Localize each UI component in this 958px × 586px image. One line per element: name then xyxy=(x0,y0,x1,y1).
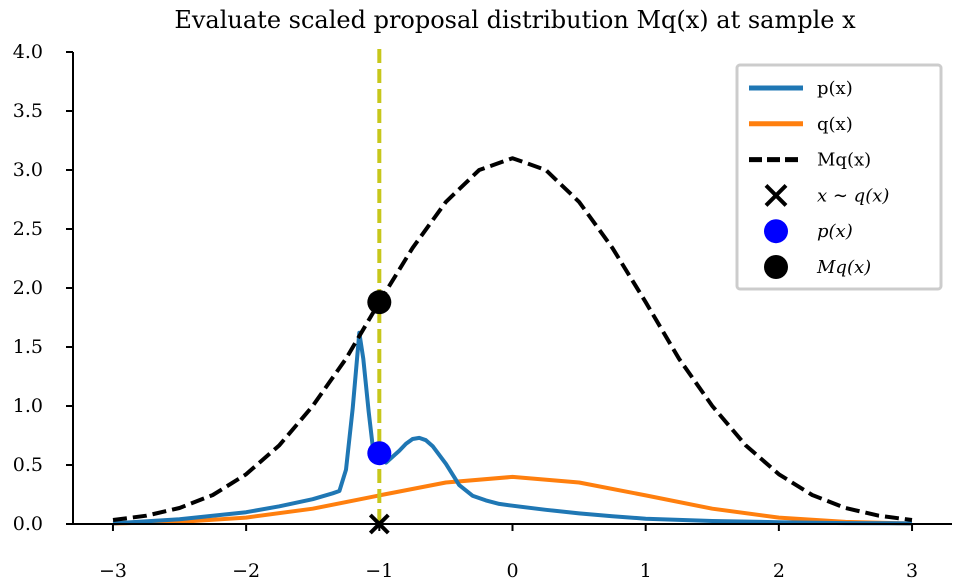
marker-p-of-x xyxy=(367,441,392,466)
legend-item: p(x) xyxy=(749,78,853,99)
legend-item: x ∼ q(x) xyxy=(764,183,889,207)
y-tick-label: 1.0 xyxy=(13,395,43,417)
legend: p(x) q(x) Mq(x) x ∼ q(x) p(x) Mq(x) xyxy=(735,63,943,291)
legend-item: Mq(x) xyxy=(764,255,871,279)
x-tick-label: 1 xyxy=(640,560,652,582)
series-line-q-x xyxy=(112,474,913,526)
x-tick-label: 3 xyxy=(906,560,918,582)
chart-title: Evaluate scaled proposal distribution Mq… xyxy=(174,6,856,34)
legend-box xyxy=(735,63,943,291)
y-tick-label: 4.0 xyxy=(13,41,43,63)
legend-swatch-circle xyxy=(764,255,788,279)
legend-label: p(x) xyxy=(817,221,853,242)
legend-item: Mq(x) xyxy=(749,150,871,171)
series-line-p-x xyxy=(112,330,913,526)
y-tick-label: 3.5 xyxy=(13,100,43,122)
x-tick-label: −3 xyxy=(99,560,127,582)
legend-label: Mq(x) xyxy=(816,257,871,278)
legend-item: p(x) xyxy=(764,219,853,244)
legend-item: q(x) xyxy=(749,114,853,135)
legend-swatch-circle xyxy=(764,219,788,244)
x-tick-label: −1 xyxy=(365,560,393,582)
y-tick-label: 2.0 xyxy=(13,277,43,299)
legend-label: p(x) xyxy=(817,78,853,99)
legend-swatch-x xyxy=(764,183,788,207)
x-tick-label: 2 xyxy=(773,560,785,582)
legend-label: q(x) xyxy=(817,114,853,135)
y-tick-label: 3.0 xyxy=(13,159,43,181)
plot-area xyxy=(112,49,913,535)
y-tick-label: 1.5 xyxy=(13,336,43,358)
legend-label: x ∼ q(x) xyxy=(817,185,889,206)
series-line-mq-x xyxy=(112,156,913,522)
marker-mq-of-x xyxy=(367,290,392,315)
axes: −3 −2 −1 0 1 2 3 0.0 0.5 1.0 1.5 2.0 2.5 3.0 3.5 4.0 xyxy=(13,41,952,582)
y-tick-label: 0.5 xyxy=(13,454,43,476)
y-tick-label: 0.0 xyxy=(13,513,43,535)
x-tick-label: −2 xyxy=(232,560,260,582)
x-tick-label: 0 xyxy=(506,560,518,582)
legend-label: Mq(x) xyxy=(817,150,871,171)
y-tick-label: 2.5 xyxy=(13,218,43,240)
